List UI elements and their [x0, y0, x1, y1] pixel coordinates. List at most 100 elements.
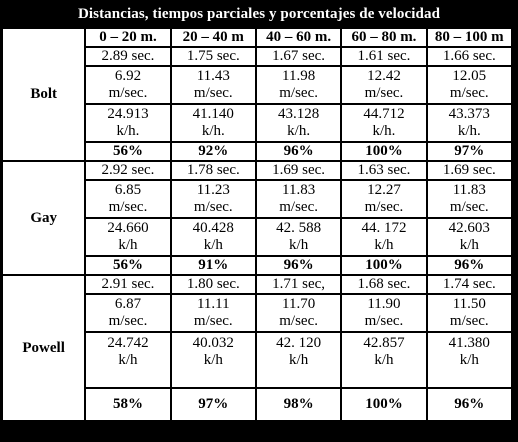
percent-cell: 96% — [427, 389, 511, 420]
speed-unit: k/h — [289, 237, 309, 253]
speed-ms-row: 6.92 m/sec. 11.43 m/sec. 11.98 m/sec. 12.42… — [3, 67, 511, 103]
speed-kmh-cell: 41.380 k/h — [427, 333, 511, 387]
speed-ms-cell: 11.70 m/sec. — [256, 295, 341, 331]
speed-value: 42. 588 — [276, 220, 322, 236]
speed-ms-cell: 12.27 m/sec. — [342, 181, 426, 217]
speed-unit: k/h. — [457, 123, 481, 139]
percent-cell: 100% — [342, 257, 426, 274]
speed-kmh-cell: 42. 588 k/h — [256, 219, 341, 255]
speed-kmh-row: 24.742 k/h 40.032 k/h 42. 120 k/h 42.857 k/h… — [3, 333, 511, 387]
speed-value: 12.42 — [367, 68, 401, 84]
percent-cell: 97% — [171, 389, 255, 420]
speed-ms-cell: 11.90 m/sec. — [342, 295, 426, 331]
athlete-name: Gay — [30, 209, 57, 226]
speed-unit: m/sec. — [193, 85, 233, 101]
speed-ms-cell: 11.50 m/sec. — [427, 295, 511, 331]
speed-value: 12.27 — [367, 182, 401, 198]
speed-value: 11.70 — [282, 296, 316, 312]
speed-value: 44. 172 — [361, 220, 407, 236]
speed-ms-cell: 11.23 m/sec. — [171, 181, 255, 217]
speed-kmh-row: 24.660 k/h 40.428 k/h 42. 588 k/h 44. 172 k/… — [3, 219, 511, 255]
percent-cell: 56% — [86, 257, 170, 274]
speed-value: 12.05 — [452, 68, 487, 84]
speed-kmh-cell: 40.032 k/h — [171, 333, 255, 387]
speed-unit: m/sec. — [193, 199, 233, 215]
athlete-cell-gay: Gay — [3, 162, 85, 274]
header-row: Bolt 0 – 20 m. 20 – 40 m 40 – 60 m. 60 –… — [3, 29, 511, 160]
speed-kmh-row: 24.913 k/h. 41.140 k/h. 43.128 k/h. 44.712 k… — [3, 105, 511, 141]
speed-unit: k/h. — [201, 123, 225, 139]
speed-kmh-cell: 44. 172 k/h — [342, 219, 426, 255]
speed-ms-cell: 11.11 m/sec. — [171, 295, 255, 331]
time-cell: 1.63 sec. — [342, 162, 426, 179]
percent-cell: 97% — [427, 143, 511, 160]
speed-value: 6.85 — [114, 182, 142, 198]
time-cell: 1.75 sec. — [171, 48, 255, 65]
percent-cell: 100% — [342, 389, 426, 420]
speed-unit: k/h — [118, 237, 138, 253]
speed-unit: m/sec. — [279, 199, 318, 215]
speed-value: 24.742 — [107, 335, 149, 351]
table-title: Distancias, tiempos parciales y porcenta… — [3, 3, 515, 25]
speed-ms-row: 6.85 m/sec. 11.23 m/sec. 11.83 m/sec. 12.27… — [3, 181, 511, 217]
speed-ms-cell: 6.85 m/sec. — [86, 181, 170, 217]
athlete-name: Powell — [22, 339, 65, 356]
percent-cell: 96% — [256, 257, 341, 274]
time-cell: 1.66 sec. — [427, 48, 511, 65]
speed-value: 42. 120 — [276, 335, 322, 351]
speed-kmh-cell: 24.660 k/h — [86, 219, 170, 255]
speed-value: 41.380 — [448, 335, 490, 351]
speed-unit: k/h — [203, 237, 223, 253]
speed-unit: k/h. — [372, 123, 396, 139]
speed-kmh-cell: 43.128 k/h. — [256, 105, 341, 141]
time-cell: 1.68 sec. — [342, 276, 426, 293]
speed-value: 44.712 — [363, 106, 405, 122]
speed-value: 43.373 — [448, 106, 490, 122]
speed-value: 24.660 — [107, 220, 149, 236]
speed-unit: m/sec. — [449, 85, 489, 101]
speed-kmh-cell: 24.913 k/h. — [86, 105, 170, 141]
speed-ms-cell: 11.43 m/sec. — [171, 67, 255, 103]
segment-header: 20 – 40 m — [171, 29, 255, 46]
time-row: Powell 2.91 sec. 1.80 sec. 1.71 sec, 1.6… — [3, 276, 511, 420]
speed-ms-cell: 11.98 m/sec. — [256, 67, 341, 103]
time-cell: 1.78 sec. — [171, 162, 255, 179]
speed-value: 11.50 — [452, 296, 486, 312]
speed-value: 11.43 — [196, 68, 230, 84]
speed-unit: k/h — [374, 352, 394, 368]
speed-unit: m/sec. — [449, 199, 489, 215]
speed-ms-cell: 12.05 m/sec. — [427, 67, 511, 103]
time-cell: 1.61 sec. — [342, 48, 426, 65]
percent-cell: 96% — [427, 257, 511, 274]
speed-value: 40.428 — [192, 220, 234, 236]
speed-value: 40.032 — [192, 335, 234, 351]
speed-value: 11.98 — [282, 68, 316, 84]
percent-cell: 58% — [86, 389, 170, 420]
speed-kmh-cell: 42.603 k/h — [427, 219, 511, 255]
speed-ms-cell: 6.92 m/sec. — [86, 67, 170, 103]
percent-cell: 100% — [342, 143, 426, 160]
segment-header: 60 – 80 m. — [342, 29, 426, 46]
speed-ms-row: 6.87 m/sec. 11.11 m/sec. 11.70 m/sec. 11.90… — [3, 295, 511, 331]
time-cell: 1.69 sec. — [256, 162, 341, 179]
percent-row: 56% 91% 96% 100% 96% — [3, 257, 511, 274]
speed-value: 6.92 — [114, 68, 142, 84]
speed-unit: m/sec. — [449, 313, 489, 329]
time-cell: 1.74 sec. — [427, 276, 511, 293]
speed-unit: k/h — [459, 352, 479, 368]
time-row: 2.89 sec. 1.75 sec. 1.67 sec. 1.61 sec. … — [3, 48, 511, 65]
speed-unit: m/sec. — [193, 313, 233, 329]
athlete-name: Bolt — [30, 86, 57, 102]
speed-unit: m/sec. — [108, 85, 148, 101]
speed-unit: k/h — [374, 237, 394, 253]
speed-unit: m/sec. — [279, 85, 318, 101]
speed-value: 41.140 — [192, 106, 234, 122]
time-cell: 2.89 sec. — [86, 48, 170, 65]
speed-value: 11.11 — [196, 296, 230, 312]
time-cell: 1.69 sec. — [427, 162, 511, 179]
speed-unit: k/h — [459, 237, 479, 253]
speed-ms-cell: 11.83 m/sec. — [256, 181, 341, 217]
speed-value: 24.913 — [107, 106, 149, 122]
percent-cell: 92% — [171, 143, 255, 160]
